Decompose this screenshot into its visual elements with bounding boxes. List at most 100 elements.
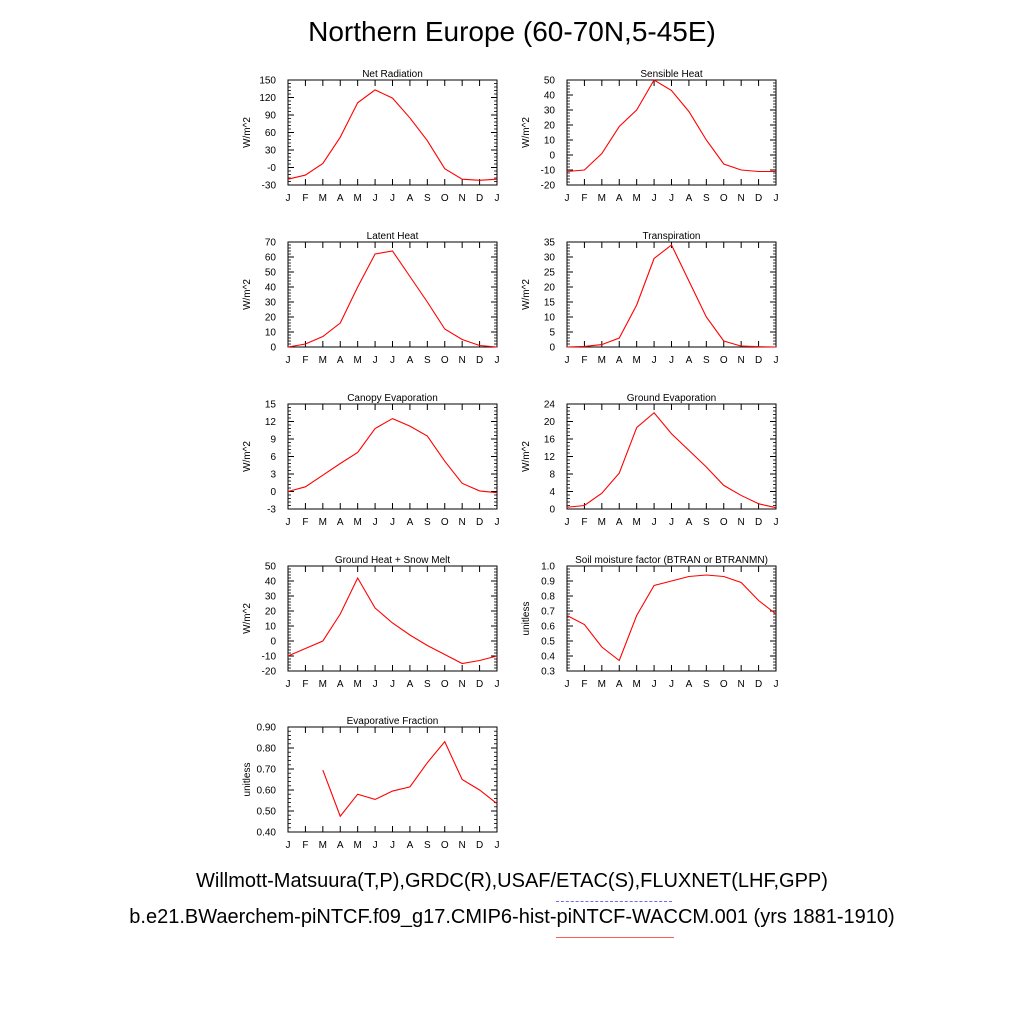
x-tick-label: D [476, 193, 483, 204]
y-tick-label: -20 [541, 181, 556, 192]
y-tick-label: 4 [549, 487, 555, 498]
panel-title: Transpiration [643, 231, 701, 242]
x-tick-label: J [390, 193, 395, 204]
x-tick-label: J [652, 517, 657, 528]
x-tick-label: N [459, 355, 466, 366]
x-tick-label: M [632, 355, 640, 366]
x-tick-label: N [738, 355, 745, 366]
y-tick-label: 120 [259, 93, 276, 104]
y-tick-label: 20 [265, 313, 277, 324]
y-tick-label: 50 [544, 76, 556, 87]
y-tick-label: 25 [544, 268, 556, 279]
x-tick-label: S [703, 679, 710, 690]
x-tick-label: J [373, 355, 378, 366]
y-axis-label: W/m^2 [242, 441, 253, 472]
y-tick-label: 20 [265, 607, 277, 618]
x-tick-label: O [720, 517, 728, 528]
y-tick-label: 12 [265, 417, 277, 428]
x-tick-label: S [424, 517, 431, 528]
plot-frame [566, 241, 777, 348]
y-tick-label: 0.80 [257, 744, 277, 755]
x-tick-label: N [459, 517, 466, 528]
x-tick-label: S [703, 517, 710, 528]
x-tick-label: A [616, 193, 623, 204]
x-tick-label: A [407, 679, 414, 690]
x-tick-label: A [686, 679, 693, 690]
x-tick-label: J [373, 679, 378, 690]
x-tick-label: A [407, 355, 414, 366]
x-tick-label: N [738, 679, 745, 690]
y-tick-label: 0.50 [257, 807, 277, 818]
y-tick-label: 6 [270, 452, 276, 463]
x-tick-label: J [373, 840, 378, 851]
x-tick-label: D [476, 840, 483, 851]
panel-title: Ground Heat + Snow Melt [335, 555, 451, 566]
y-tick-label: 0 [549, 505, 555, 516]
x-tick-label: M [598, 193, 606, 204]
y-tick-label: -0 [267, 163, 276, 174]
x-tick-label: J [286, 517, 291, 528]
x-tick-label: J [652, 679, 657, 690]
y-axis-label: W/m^2 [521, 441, 532, 472]
y-axis-label: W/m^2 [242, 279, 253, 310]
y-tick-label: 30 [265, 592, 277, 603]
x-tick-label: F [302, 840, 308, 851]
x-tick-label: J [495, 840, 500, 851]
series-line [287, 417, 498, 494]
x-tick-label: D [476, 679, 483, 690]
x-tick-label: D [476, 517, 483, 528]
x-tick-label: M [632, 193, 640, 204]
series-line [322, 740, 498, 818]
panel-title: Latent Heat [367, 231, 419, 242]
x-tick-label: J [286, 355, 291, 366]
y-tick-label: 15 [544, 298, 556, 309]
x-tick-label: S [424, 193, 431, 204]
y-tick-label: 24 [544, 400, 556, 411]
x-tick-label: O [720, 355, 728, 366]
x-tick-label: J [390, 355, 395, 366]
y-tick-label: 30 [265, 146, 277, 157]
plot-frame [287, 79, 498, 186]
x-tick-label: A [616, 679, 623, 690]
y-tick-label: 35 [544, 238, 556, 249]
x-tick-label: N [738, 517, 745, 528]
x-tick-label: A [686, 355, 693, 366]
y-tick-label: 150 [259, 76, 276, 87]
x-tick-label: S [424, 679, 431, 690]
y-tick-label: 30 [544, 106, 556, 117]
x-tick-label: O [441, 193, 449, 204]
x-tick-label: O [720, 193, 728, 204]
y-axis-label: W/m^2 [521, 279, 532, 310]
x-tick-label: F [302, 193, 308, 204]
x-tick-label: A [686, 193, 693, 204]
y-tick-label: 8 [549, 470, 555, 481]
series-line [287, 250, 498, 348]
y-tick-label: 0 [270, 343, 276, 354]
x-tick-label: J [669, 355, 674, 366]
y-tick-label: 50 [265, 268, 277, 279]
x-tick-label: S [703, 193, 710, 204]
x-tick-label: J [495, 355, 500, 366]
x-tick-label: O [720, 679, 728, 690]
y-tick-label: 20 [544, 121, 556, 132]
y-tick-label: 60 [265, 128, 277, 139]
x-tick-label: J [286, 193, 291, 204]
x-tick-label: J [669, 517, 674, 528]
x-tick-label: J [286, 679, 291, 690]
y-tick-label: 0.70 [257, 765, 277, 776]
plot-frame [287, 726, 498, 833]
x-tick-label: A [337, 679, 344, 690]
x-tick-label: O [441, 517, 449, 528]
y-tick-label: 30 [265, 298, 277, 309]
y-tick-label: 10 [544, 313, 556, 324]
case-footer: b.e21.BWaerchem-piNTCF.f09_g17.CMIP6-his… [129, 906, 895, 928]
y-axis-label: W/m^2 [242, 603, 253, 634]
x-tick-label: J [495, 517, 500, 528]
y-tick-label: -10 [541, 166, 556, 177]
x-tick-label: M [353, 355, 361, 366]
